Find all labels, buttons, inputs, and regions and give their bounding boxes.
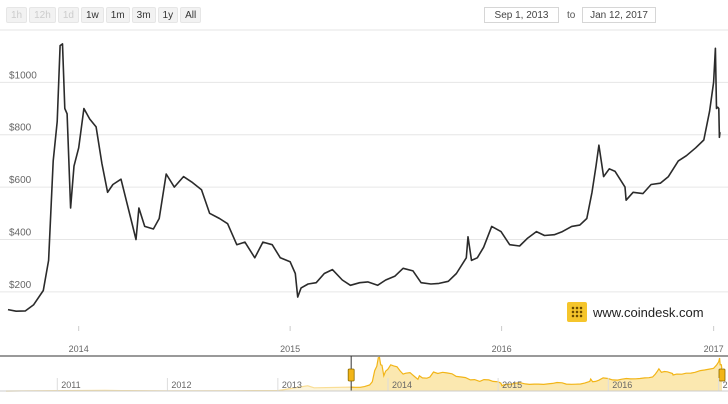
navigator-area	[6, 357, 722, 391]
navigator-handle-right[interactable]	[718, 368, 726, 382]
y-tick-label: $800	[9, 123, 32, 134]
navigator-tick-label: 2012	[171, 380, 191, 390]
x-tick-label: 2015	[280, 344, 300, 354]
navigator-handle-left[interactable]	[347, 368, 355, 382]
zoom-button-1d: 1d	[57, 7, 79, 23]
y-tick-label: $600	[9, 175, 32, 186]
navigator-line	[5, 356, 723, 392]
price-line	[7, 43, 721, 312]
zoom-button-1m[interactable]: 1m	[105, 7, 130, 23]
navigator-tick-label: 2011	[61, 380, 80, 390]
zoom-button-1w[interactable]: 1w	[80, 7, 104, 23]
x-tick-label: 2016	[492, 344, 512, 354]
navigator-mask	[0, 356, 352, 391]
brand-text: www.coindesk.com	[593, 304, 704, 320]
x-tick-label: 2017	[704, 344, 724, 354]
y-tick-label: $200	[9, 280, 32, 291]
navigator-tick-label: 2016	[612, 380, 632, 390]
zoom-button-1h: 1h	[6, 7, 28, 23]
zoom-bar: 1h 12h 1d 1w 1m 3m 1y All	[6, 7, 202, 23]
range-to-label: to	[567, 10, 576, 21]
x-tick-label: 2014	[69, 344, 89, 354]
navigator-tick-label: 2013	[282, 380, 302, 390]
date-to-input[interactable]: Jan 12, 2017	[582, 7, 656, 23]
date-from-input[interactable]: Sep 1, 2013	[484, 7, 559, 23]
brand-watermark: www.coindesk.com	[567, 302, 704, 322]
zoom-button-all[interactable]: All	[180, 7, 202, 23]
y-tick-label: $400	[9, 227, 32, 238]
zoom-button-12h: 12h	[29, 7, 56, 23]
zoom-button-1y[interactable]: 1y	[157, 7, 179, 23]
zoom-button-3m[interactable]: 3m	[131, 7, 156, 23]
navigator-tick-label: 2014	[392, 380, 412, 390]
navigator-tick-label: 2015	[502, 380, 522, 390]
coindesk-logo-icon	[567, 302, 587, 322]
navigator-tick-label: 2017	[723, 380, 728, 390]
y-tick-label: $1000	[9, 70, 37, 81]
